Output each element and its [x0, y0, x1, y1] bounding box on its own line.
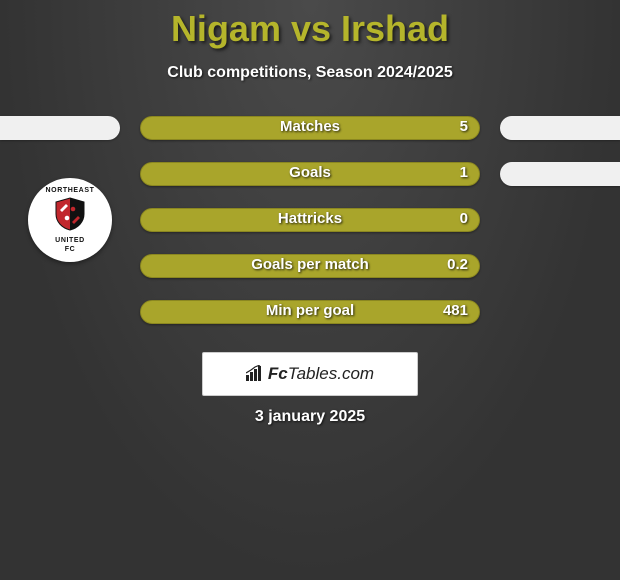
- right-side-pill: [500, 116, 620, 140]
- stat-row: Matches5: [0, 116, 620, 162]
- left-side-pill: [0, 116, 120, 140]
- stat-bar: [140, 254, 480, 278]
- page-title: Nigam vs Irshad: [0, 0, 620, 50]
- comparison-infographic: Nigam vs Irshad Club competitions, Seaso…: [0, 0, 620, 580]
- stat-row: Min per goal481: [0, 300, 620, 346]
- stat-row: Hattricks0: [0, 208, 620, 254]
- bar-chart-icon: [246, 365, 264, 384]
- stat-bar: [140, 208, 480, 232]
- brand-text: FcTables.com: [268, 364, 374, 384]
- stat-row: Goals1: [0, 162, 620, 208]
- stat-rows: Matches5Goals1Hattricks0Goals per match0…: [0, 116, 620, 346]
- stat-bar: [140, 300, 480, 324]
- stat-bar: [140, 116, 480, 140]
- right-side-pill: [500, 162, 620, 186]
- stat-row: Goals per match0.2: [0, 254, 620, 300]
- stat-bar: [140, 162, 480, 186]
- date-stamp: 3 january 2025: [0, 408, 620, 426]
- page-subtitle: Club competitions, Season 2024/2025: [0, 64, 620, 82]
- brand-box: FcTables.com: [202, 352, 418, 396]
